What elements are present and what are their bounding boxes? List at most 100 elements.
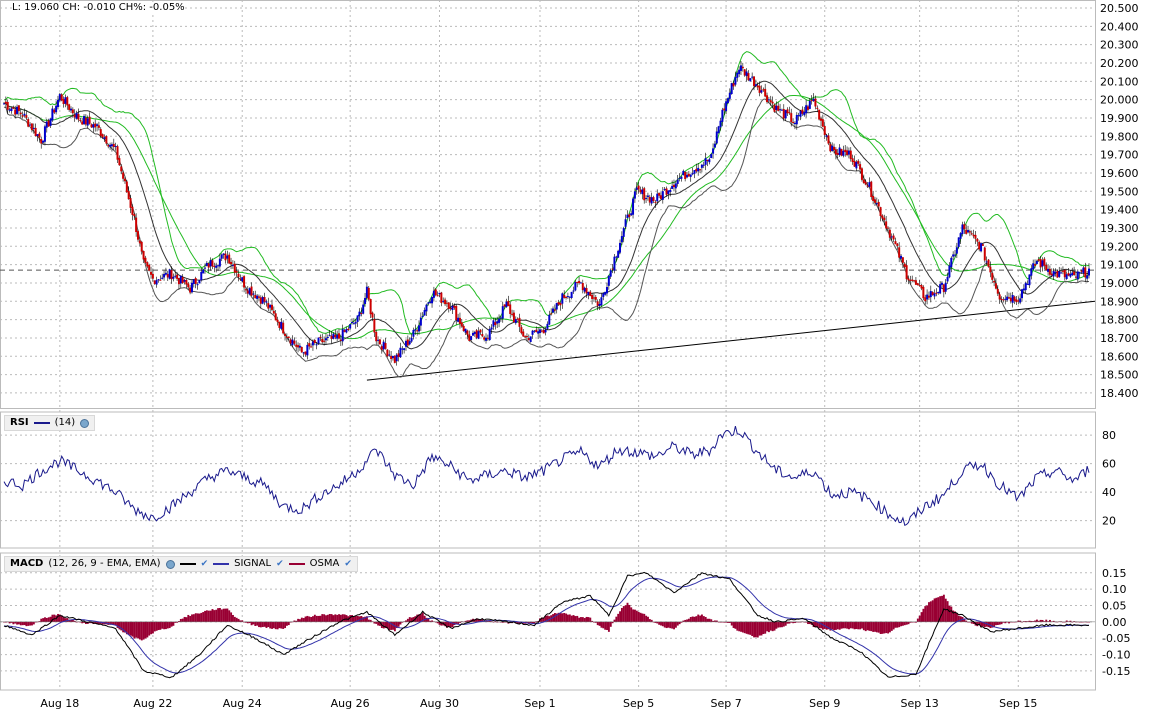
osma-bar — [304, 616, 307, 622]
osma-bar — [758, 621, 761, 636]
bollinger-lower — [3, 98, 1090, 378]
osma-bar — [658, 621, 661, 625]
candle-body — [589, 291, 592, 297]
candle-body — [704, 158, 707, 165]
osma-bar — [408, 617, 411, 622]
candle-body — [1022, 288, 1025, 291]
candle-body — [203, 267, 206, 269]
candle-body — [211, 260, 214, 267]
candle-body — [609, 270, 612, 277]
check-icon[interactable]: ✔ — [200, 559, 209, 569]
osma-bar — [881, 621, 884, 634]
osma-bar — [265, 621, 268, 628]
candle-body — [243, 276, 246, 288]
osma-bar — [416, 614, 419, 622]
candle-body — [885, 221, 888, 229]
candle-body — [998, 294, 1001, 300]
candle-body — [177, 277, 180, 285]
y-tick-label: 19.300 — [1100, 222, 1139, 235]
candle-body — [256, 295, 259, 299]
osma-bar — [572, 615, 575, 622]
osma-bar — [42, 618, 45, 622]
candle-body — [866, 185, 869, 187]
candle-body — [464, 328, 467, 333]
osma-bar — [45, 617, 48, 622]
osma-bar — [745, 621, 748, 634]
candle-body — [680, 176, 683, 179]
candle-body — [760, 90, 763, 93]
rsi-name: RSI — [10, 417, 29, 428]
osma-bar — [831, 621, 834, 630]
candle-body — [483, 337, 486, 340]
candle-body — [403, 348, 406, 351]
osma-bar — [965, 620, 968, 622]
y-tick-label: -0.15 — [1102, 665, 1130, 678]
candle-body — [168, 269, 171, 279]
candle-body — [66, 97, 69, 106]
candle-body — [1061, 270, 1064, 272]
check-icon[interactable]: ✔ — [276, 559, 284, 569]
osma-bar — [325, 615, 327, 622]
osma-bar — [861, 621, 863, 629]
candle-body — [485, 337, 488, 341]
macd-label[interactable]: MACD (12, 26, 9 - EMA, EMA) ✔ SIGNAL ✔ O… — [4, 556, 358, 572]
candle-body — [341, 329, 344, 342]
y-tick-label: 18.800 — [1100, 314, 1139, 327]
candle-body — [358, 311, 361, 317]
candle-body — [820, 118, 823, 121]
candle-body — [122, 172, 125, 179]
osma-bar — [276, 621, 279, 630]
candle-body — [639, 189, 642, 193]
candle-body — [196, 284, 199, 286]
candle-body — [302, 352, 305, 354]
osma-bar — [31, 621, 33, 626]
candle-body — [542, 329, 545, 334]
osma-bar — [451, 621, 454, 628]
candle-body — [728, 92, 731, 99]
candle-body — [27, 119, 30, 127]
settings-icon[interactable] — [80, 418, 90, 428]
osma-bar — [849, 621, 852, 629]
candle-body — [743, 69, 746, 76]
check-icon[interactable]: ✔ — [344, 559, 352, 569]
candle-body — [524, 336, 527, 338]
osma-bar — [756, 621, 759, 638]
rsi-swatch — [33, 422, 50, 424]
candle-body — [86, 118, 89, 126]
candle-body — [682, 170, 685, 176]
osma-bar — [419, 614, 422, 622]
candle-body — [816, 107, 819, 109]
candle-body — [207, 263, 210, 268]
macd-params: (12, 26, 9 - EMA, EMA) — [48, 558, 161, 569]
candle-body — [1067, 273, 1070, 276]
osma-bar — [995, 621, 997, 626]
osma-bar — [449, 621, 452, 628]
candle-body — [239, 278, 242, 280]
osma-bar — [40, 618, 43, 622]
settings-icon[interactable] — [165, 559, 175, 569]
osma-bar — [475, 618, 478, 622]
candle-body — [1034, 264, 1037, 266]
candle-body — [725, 101, 728, 112]
candle-body — [101, 134, 104, 138]
osma-bar — [686, 619, 689, 622]
osma-bar — [155, 621, 158, 631]
osma-bar — [377, 621, 380, 626]
candle-body — [1021, 289, 1024, 299]
x-tick-label: Sep 1 — [524, 697, 555, 710]
candle-body — [516, 318, 519, 320]
candle-body — [862, 179, 865, 184]
osma-bar — [358, 616, 361, 622]
osma-bar — [665, 621, 668, 629]
candle-body — [371, 312, 374, 318]
candle-body — [17, 105, 20, 112]
osma-bar — [894, 621, 897, 628]
osma-bar — [857, 621, 860, 630]
candle-body — [179, 275, 182, 284]
candle-body — [352, 323, 355, 325]
osma-bar — [909, 621, 912, 623]
trend-line — [366, 300, 1096, 381]
rsi-label[interactable]: RSI (14) — [4, 415, 96, 431]
osma-bar — [99, 621, 102, 624]
